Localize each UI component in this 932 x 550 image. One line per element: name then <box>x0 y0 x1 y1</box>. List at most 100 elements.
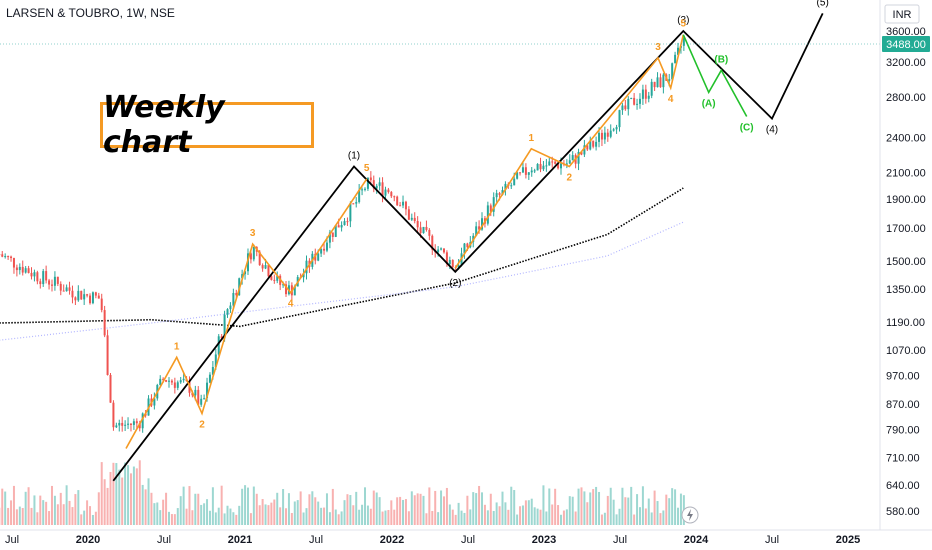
candle-body <box>77 290 80 301</box>
volume-bar <box>249 513 252 525</box>
candle-body <box>565 163 568 165</box>
candle-body <box>466 243 469 248</box>
volume-bar <box>483 504 486 525</box>
volume-bar <box>279 507 282 525</box>
volume-bar <box>197 493 200 525</box>
volume-bar <box>56 504 59 525</box>
volume-bar <box>369 508 372 525</box>
volume-bar <box>258 505 261 525</box>
price-tick-label: 2800.00 <box>886 92 926 104</box>
volume-bar <box>83 510 86 525</box>
volume-bar <box>97 492 100 525</box>
volume-bar <box>311 491 314 525</box>
volume-bar <box>621 487 624 525</box>
wave-label: (C) <box>740 123 754 134</box>
volume-bar <box>270 502 273 525</box>
volume-bar <box>331 488 334 525</box>
volume-bar <box>647 498 650 525</box>
volume-bar <box>644 508 647 525</box>
price-tick-label: 2100.00 <box>886 168 926 180</box>
volume-bar <box>89 506 92 525</box>
volume-bar <box>463 512 466 525</box>
candle-body <box>606 132 609 137</box>
candle-body <box>457 265 460 268</box>
candle-body <box>390 192 393 197</box>
volume-bar <box>419 493 422 525</box>
volume-bar <box>656 501 659 525</box>
volume-bar <box>86 500 89 525</box>
candle-body <box>176 382 179 388</box>
volume-bar <box>659 513 662 525</box>
candle-body <box>559 163 562 169</box>
volume-bar <box>615 514 618 525</box>
volume-bar <box>402 499 405 525</box>
volume-bar <box>524 500 527 525</box>
candle-body <box>545 165 548 167</box>
primary-wave <box>112 13 824 482</box>
candle-body <box>334 225 337 237</box>
candle-body <box>68 287 71 291</box>
volume-bar <box>188 486 191 525</box>
price-axis[interactable]: 3600.00 3200.00 2800.00 2400.00 2100.00 1900.… <box>879 0 932 530</box>
volume-bar <box>323 507 326 525</box>
candle-body <box>48 280 51 285</box>
volume-bar <box>609 487 612 525</box>
current-price-badge <box>882 36 930 52</box>
volume-bar <box>366 505 369 525</box>
candle-body <box>124 424 127 426</box>
volume-bar <box>176 508 179 525</box>
volume-bar <box>208 510 211 525</box>
candle-body <box>583 145 586 155</box>
volume-bar <box>135 468 138 525</box>
volume-bar <box>185 508 188 525</box>
volume-bar <box>437 512 440 525</box>
candle-body <box>97 295 100 299</box>
candle-body <box>217 336 220 355</box>
candle-body <box>223 314 226 339</box>
volume-bar <box>302 512 305 525</box>
candle-body <box>647 95 650 99</box>
volume-bar <box>363 487 366 525</box>
candle-body <box>442 248 445 253</box>
candle-body <box>577 151 580 164</box>
volume-bar <box>481 492 484 525</box>
wave-label: (2) <box>449 278 461 289</box>
volume-bar <box>132 466 135 525</box>
volume-bar <box>214 512 217 525</box>
minor-wave-1 <box>125 178 368 449</box>
volume-bar <box>577 488 580 525</box>
candle-body <box>671 63 674 80</box>
volume-bar <box>346 494 349 525</box>
volume-bar <box>568 496 571 525</box>
candle-body <box>132 421 135 425</box>
wave-label: (3) <box>677 15 689 26</box>
candle-body <box>674 54 677 64</box>
time-axis[interactable]: Jul 2020 Jul 2021 Jul 2022 Jul 2023 Jul 2024 Jul 20… <box>0 529 932 546</box>
candle-body <box>621 105 624 111</box>
candle-body <box>197 389 200 405</box>
candle-body <box>437 249 440 253</box>
candle-body <box>165 380 168 382</box>
volume-bar <box>638 507 641 525</box>
volume-bar <box>650 512 653 525</box>
candle-body <box>378 182 381 186</box>
candle-body <box>571 155 574 161</box>
candle-body <box>323 248 326 251</box>
candle-body <box>4 256 7 258</box>
currency-badge[interactable] <box>884 4 920 24</box>
volume-bar <box>425 513 428 525</box>
candle-body <box>630 97 633 99</box>
candle-body <box>589 140 592 150</box>
volume-bar <box>141 484 144 525</box>
candle-body <box>100 298 103 311</box>
volume-bar <box>440 490 443 525</box>
volume-bar <box>516 514 519 525</box>
volume-bar <box>129 473 132 525</box>
candle-body <box>624 105 627 110</box>
replay-icon[interactable] <box>681 506 699 524</box>
moving-average-long <box>0 187 684 328</box>
volume-bar <box>589 492 592 525</box>
volume-bar <box>583 491 586 525</box>
candle-body <box>12 258 15 268</box>
